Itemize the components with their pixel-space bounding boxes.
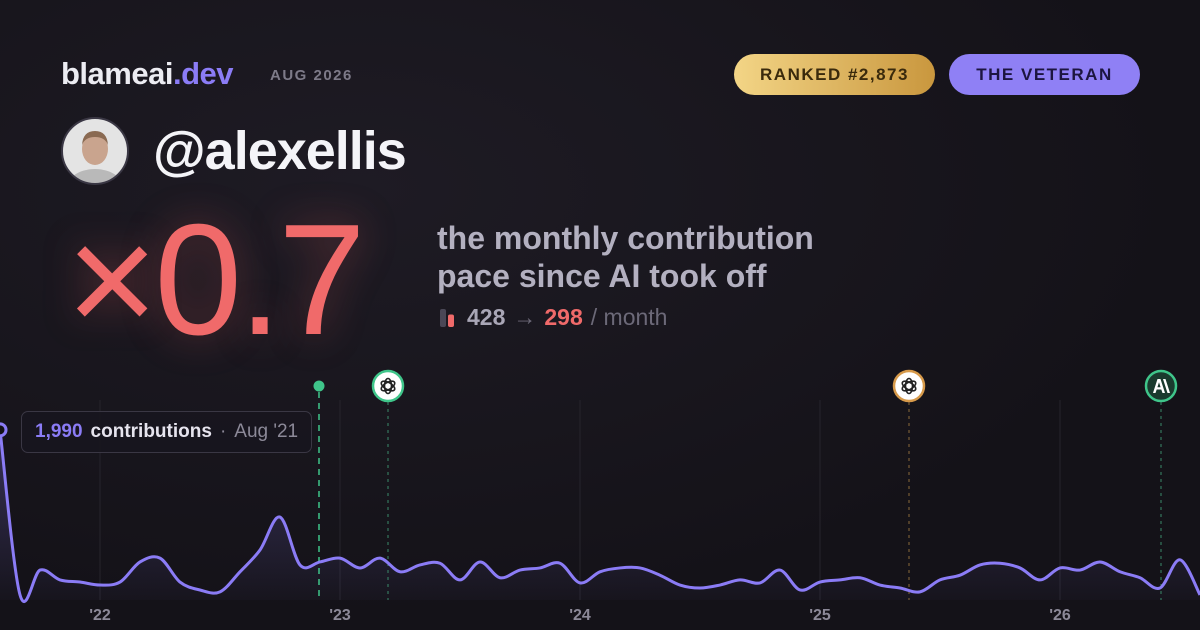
avatar xyxy=(61,117,129,185)
mini-bar xyxy=(440,308,446,327)
handle: @alexellis xyxy=(153,121,407,181)
x-tick-label: '25 xyxy=(809,607,831,624)
tooltip-date: Aug '21 xyxy=(234,421,299,442)
rank-badge: RANKED #2,873 xyxy=(734,54,935,95)
highlight-point xyxy=(0,422,8,438)
tooltip-separator: · xyxy=(219,421,227,442)
brand-suffix: .dev xyxy=(172,56,234,91)
tooltip: 1,990 contributions · Aug '21 xyxy=(21,411,313,453)
pace-comparison: 428 → 298 / month xyxy=(437,304,667,331)
line xyxy=(0,429,1200,603)
description: the monthly contribution xyxy=(437,220,814,256)
tooltip-unit: contributions xyxy=(90,421,212,442)
area xyxy=(0,429,1200,602)
before-value: 428 xyxy=(467,304,506,330)
period: AUG 2026 xyxy=(270,67,353,84)
unit: / month xyxy=(590,304,668,330)
brand-name: blameai xyxy=(61,56,173,91)
title-badge: THE VETERAN xyxy=(949,54,1140,95)
multiplier: ×0.7 xyxy=(66,192,366,368)
x-tick-label: '23 xyxy=(329,607,351,624)
x-tick-label: '24 xyxy=(569,607,591,624)
arrow: → xyxy=(513,304,537,330)
openai-icon xyxy=(371,369,405,403)
events xyxy=(313,369,1178,600)
tooltip-value: 1,990 xyxy=(35,421,83,442)
x-tick-label: '22 xyxy=(89,607,111,624)
brand: blameai.dev xyxy=(61,56,233,92)
after-value: 298 xyxy=(544,304,583,330)
x-tick-label: '26 xyxy=(1049,607,1071,624)
event-dot xyxy=(313,380,325,392)
anthropic-icon xyxy=(1144,369,1178,403)
mini-bar xyxy=(448,313,454,327)
mini-bars xyxy=(440,308,454,327)
openai-icon xyxy=(892,369,926,403)
description: pace since AI took off xyxy=(437,258,767,294)
